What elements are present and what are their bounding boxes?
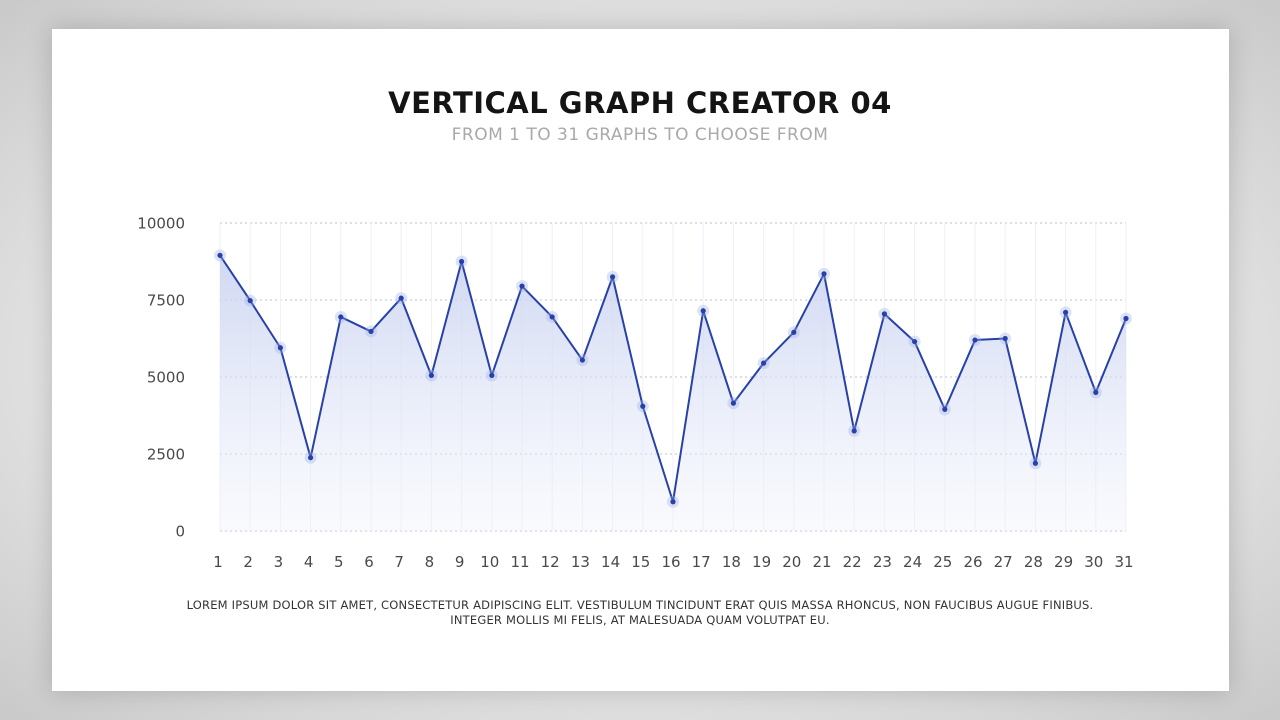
x-tick-label: 1 [213, 553, 223, 571]
data-point [1123, 315, 1129, 322]
data-point [791, 329, 797, 335]
y-tick-label: 0 [175, 523, 185, 541]
x-tick-label: 3 [274, 553, 284, 571]
data-point [489, 372, 495, 379]
y-axis-ticks: 0 2500 5000 7500 10000 [137, 215, 185, 541]
data-point [730, 400, 737, 406]
chart-subtitle: FROM 1 TO 31 GRAPHS TO CHOOSE FROM [451, 125, 829, 145]
footnote: LOREM IPSUM DOLOR SIT AMET, CONSECTETUR … [140, 598, 1140, 628]
data-point [549, 314, 555, 320]
data-point [277, 345, 283, 351]
y-tick-label: 7500 [147, 292, 185, 310]
data-points [214, 249, 1132, 508]
y-tick-label: 2500 [147, 446, 185, 464]
data-point [1063, 309, 1069, 315]
data-point [579, 357, 586, 363]
x-tick-label: 22 [843, 553, 862, 571]
data-point [338, 314, 344, 320]
data-point [217, 252, 223, 258]
x-tick-label: 27 [994, 553, 1013, 571]
x-tick-label: 10 [480, 553, 499, 571]
data-point [1032, 460, 1038, 466]
data-point [459, 258, 465, 265]
x-tick-label: 6 [364, 553, 374, 571]
x-tick-label: 21 [812, 553, 831, 571]
data-point [640, 403, 646, 409]
data-point [428, 372, 434, 379]
x-tick-label: 14 [601, 553, 620, 571]
x-tick-label: 5 [334, 553, 344, 571]
x-tick-label: 18 [722, 553, 741, 571]
x-tick-label: 31 [1114, 553, 1133, 571]
x-tick-label: 19 [752, 553, 771, 571]
data-point [368, 328, 374, 335]
area-fill [220, 255, 1126, 531]
data-point [821, 271, 827, 277]
x-tick-label: 28 [1024, 553, 1043, 571]
data-point [700, 308, 706, 314]
x-tick-label: 30 [1084, 553, 1103, 571]
x-tick-label: 12 [541, 553, 560, 571]
data-point [881, 311, 888, 317]
x-tick-label: 8 [425, 553, 435, 571]
footnote-line-1: LOREM IPSUM DOLOR SIT AMET, CONSECTETUR … [186, 598, 1094, 612]
x-tick-label: 13 [571, 553, 590, 571]
x-tick-label: 23 [873, 553, 892, 571]
x-tick-label: 7 [394, 553, 404, 571]
data-point [247, 298, 253, 304]
data-point [972, 337, 978, 343]
x-tick-label: 9 [455, 553, 465, 571]
x-tick-label: 24 [903, 553, 922, 571]
x-tick-label: 16 [661, 553, 680, 571]
x-tick-label: 20 [782, 553, 801, 571]
y-tick-label: 10000 [137, 215, 185, 233]
data-point [308, 455, 314, 461]
data-point [670, 499, 676, 505]
x-tick-label: 29 [1054, 553, 1073, 571]
chart-title: VERTICAL GRAPH CREATOR 04 [388, 86, 892, 120]
data-point [761, 360, 767, 366]
data-point [1093, 389, 1099, 395]
x-axis-ticks: 1 2 3 4 5 6 7 8 9 10 11 12 13 14 15 16 17 18 19 20 21 22 23 24 2… [213, 553, 1133, 571]
x-tick-label: 17 [692, 553, 711, 571]
data-point [519, 283, 525, 289]
data-point [1002, 335, 1008, 342]
x-tick-label: 2 [243, 553, 253, 571]
y-tick-label: 5000 [147, 369, 185, 387]
data-point [851, 428, 857, 434]
x-tick-label: 4 [304, 553, 314, 571]
area-path [220, 255, 1126, 531]
x-tick-label: 15 [631, 553, 650, 571]
data-point [610, 274, 616, 280]
x-tick-label: 25 [933, 553, 952, 571]
x-tick-label: 11 [510, 553, 529, 571]
data-point [912, 338, 918, 345]
data-point [942, 406, 948, 412]
x-tick-label: 26 [963, 553, 982, 571]
footnote-line-2: INTEGER MOLLIS MI FELIS, AT MALESUADA QU… [450, 613, 830, 627]
data-point [398, 295, 404, 301]
